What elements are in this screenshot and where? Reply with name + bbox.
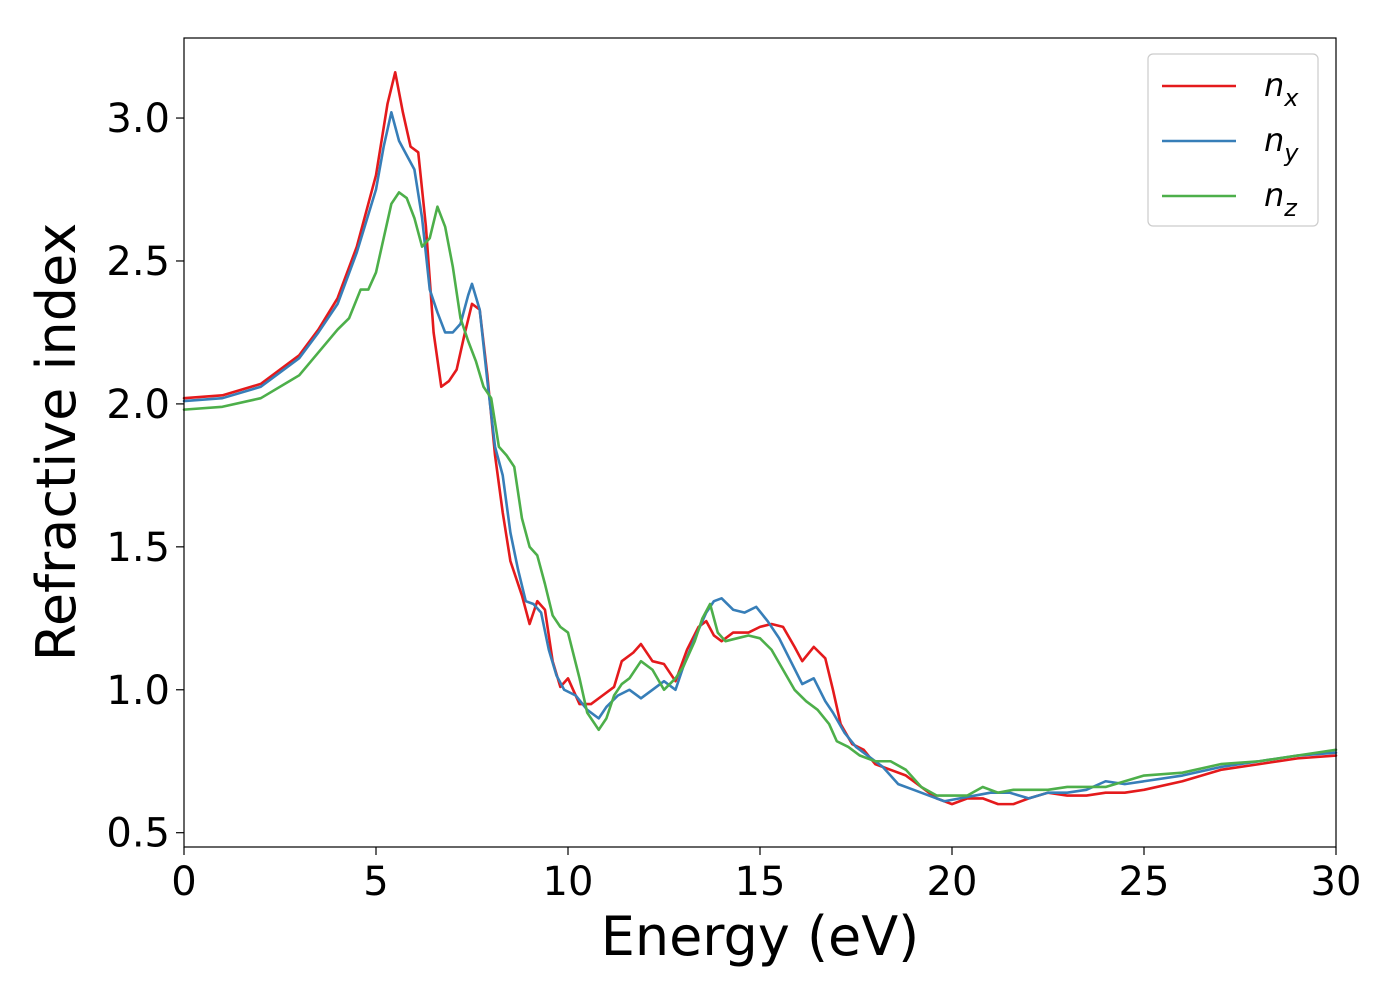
x-axis-label: Energy (eV) <box>601 905 920 968</box>
legend-label-y: ny <box>1264 121 1299 167</box>
y-tick-label: 2.0 <box>106 382 170 428</box>
x-tick-label: 15 <box>735 859 786 905</box>
x-tick-label: 25 <box>1119 859 1170 905</box>
x-tick-label: 10 <box>543 859 594 905</box>
legend-label-z: nz <box>1264 176 1298 222</box>
legend-label-x: nx <box>1264 66 1299 112</box>
series-line-z <box>182 191 1338 797</box>
legend-label-main: n <box>1264 176 1284 214</box>
legend-label-subscript: x <box>1283 84 1299 112</box>
legend-label-subscript: y <box>1283 139 1299 167</box>
y-tick-label: 3.0 <box>106 96 170 142</box>
legend-label-main: n <box>1264 121 1284 159</box>
y-tick-label: 0.5 <box>106 811 170 857</box>
y-tick-label: 1.5 <box>106 525 170 571</box>
x-axis-ticks: 0 5 10 15 20 25 30 <box>171 847 1361 905</box>
x-tick-label: 20 <box>927 859 978 905</box>
y-axis-label: Refractive index <box>25 223 88 662</box>
y-tick-label: 1.0 <box>106 668 170 714</box>
y-tick-label: 2.5 <box>106 239 170 285</box>
x-tick-label: 30 <box>1311 859 1362 905</box>
series-line-y <box>182 111 1338 803</box>
x-tick-label: 0 <box>171 859 196 905</box>
series-layer <box>182 71 1338 806</box>
x-tick-label: 5 <box>363 859 388 905</box>
legend-label-main: n <box>1264 66 1284 104</box>
legend-label-subscript: z <box>1283 194 1298 222</box>
y-axis-ticks: 0.5 1.0 1.5 2.0 2.5 3.0 <box>106 96 184 857</box>
